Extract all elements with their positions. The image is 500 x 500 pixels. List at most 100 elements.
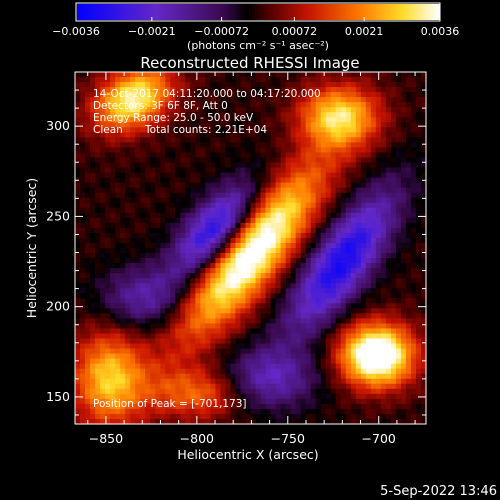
heatmap-cell [300,242,307,249]
heatmap-cell [90,182,96,189]
heatmap-cell [75,92,81,98]
heatmap-cell [270,253,277,259]
heatmap-cell [400,182,407,189]
heatmap-cell [90,147,96,154]
heatmap-cell [195,383,201,390]
heatmap-cell [90,117,96,123]
heatmap-cell [310,112,317,118]
heatmap-cell [255,172,262,179]
heatmap-cell [395,212,402,219]
heatmap-cell [135,142,141,149]
heatmap-cell [380,328,387,335]
heatmap-cell [120,217,126,224]
heatmap-cell [245,167,252,174]
heatmap-cell [115,253,121,259]
heatmap-cell [335,117,342,123]
heatmap-cell [335,147,342,154]
heatmap-cell [285,192,292,199]
heatmap-cell [110,107,116,113]
heatmap-cell [150,227,156,234]
heatmap-cell [250,177,257,184]
heatmap-cell [415,117,422,123]
heatmap-cell [385,253,392,259]
heatmap-cell [280,293,287,299]
heatmap-cell [130,373,136,380]
heatmap-cell [265,77,272,83]
heatmap-cell [375,217,382,224]
heatmap-cell [265,353,272,360]
heatmap-cell [105,328,111,335]
heatmap-cell [160,182,166,189]
heatmap-cell [210,328,216,335]
heatmap-cell [275,147,282,154]
heatmap-cell [120,202,126,209]
heatmap-cell [120,338,126,345]
heatmap-cell [240,373,247,380]
heatmap-cell [275,212,282,219]
heatmap-cell [160,87,166,93]
heatmap-cell [115,318,121,325]
heatmap-cell [195,393,201,400]
heatmap-cell [150,167,156,174]
heatmap-cell [315,258,322,264]
heatmap-cell [220,127,227,133]
heatmap-cell [340,263,347,269]
heatmap-cell [85,112,91,118]
heatmap-cell [95,112,101,118]
heatmap-cell [350,122,357,128]
heatmap-cell [150,403,156,410]
heatmap-cell [265,333,272,340]
heatmap-cell [135,197,141,204]
heatmap-cell [305,408,312,415]
heatmap-cell [375,263,382,269]
heatmap-cell [175,388,181,395]
heatmap-cell [255,338,262,345]
heatmap-cell [285,112,292,118]
heatmap-cell [125,283,131,289]
heatmap-cell [245,298,252,304]
heatmap-cell [165,303,171,309]
heatmap-cell [215,248,222,254]
heatmap-cell [330,393,337,400]
heatmap-cell [245,368,252,375]
heatmap-cell [225,323,232,330]
heatmap-cell [115,388,121,395]
heatmap-cell [135,393,141,400]
heatmap-cell [250,253,257,259]
heatmap-cell [100,348,106,355]
heatmap-cell [355,293,362,299]
heatmap-cell [370,192,377,199]
heatmap-cell [400,268,407,274]
heatmap-cell [295,107,302,113]
heatmap-cell [75,408,81,415]
heatmap-cell [395,328,402,335]
heatmap-cell [350,197,357,204]
heatmap-cell [235,363,242,370]
heatmap-cell [370,268,377,274]
heatmap-cell [365,293,372,299]
heatmap-cell [385,268,392,274]
heatmap-cell [290,187,297,194]
heatmap-cell [330,207,337,214]
heatmap-cell [125,202,131,209]
heatmap-cell [235,172,242,179]
heatmap-cell [260,132,267,138]
heatmap-cell [175,142,181,149]
heatmap-cell [160,278,166,284]
heatmap-cell [125,348,131,355]
heatmap-cell [375,202,382,209]
heatmap-cell [270,338,277,345]
heatmap-cell [105,298,111,304]
heatmap-cell [195,192,201,199]
colorbar-tick-label: −0.0036 [52,25,100,38]
heatmap-cell [295,293,302,299]
heatmap-cell [130,92,136,98]
heatmap-cell [160,177,166,184]
colorbar-segment [375,4,380,20]
heatmap-cell [340,353,347,360]
heatmap-cell [220,313,227,319]
heatmap-cell [220,318,227,325]
heatmap-cell [175,117,181,123]
heatmap-cell [325,293,332,299]
heatmap-cell [300,258,307,264]
